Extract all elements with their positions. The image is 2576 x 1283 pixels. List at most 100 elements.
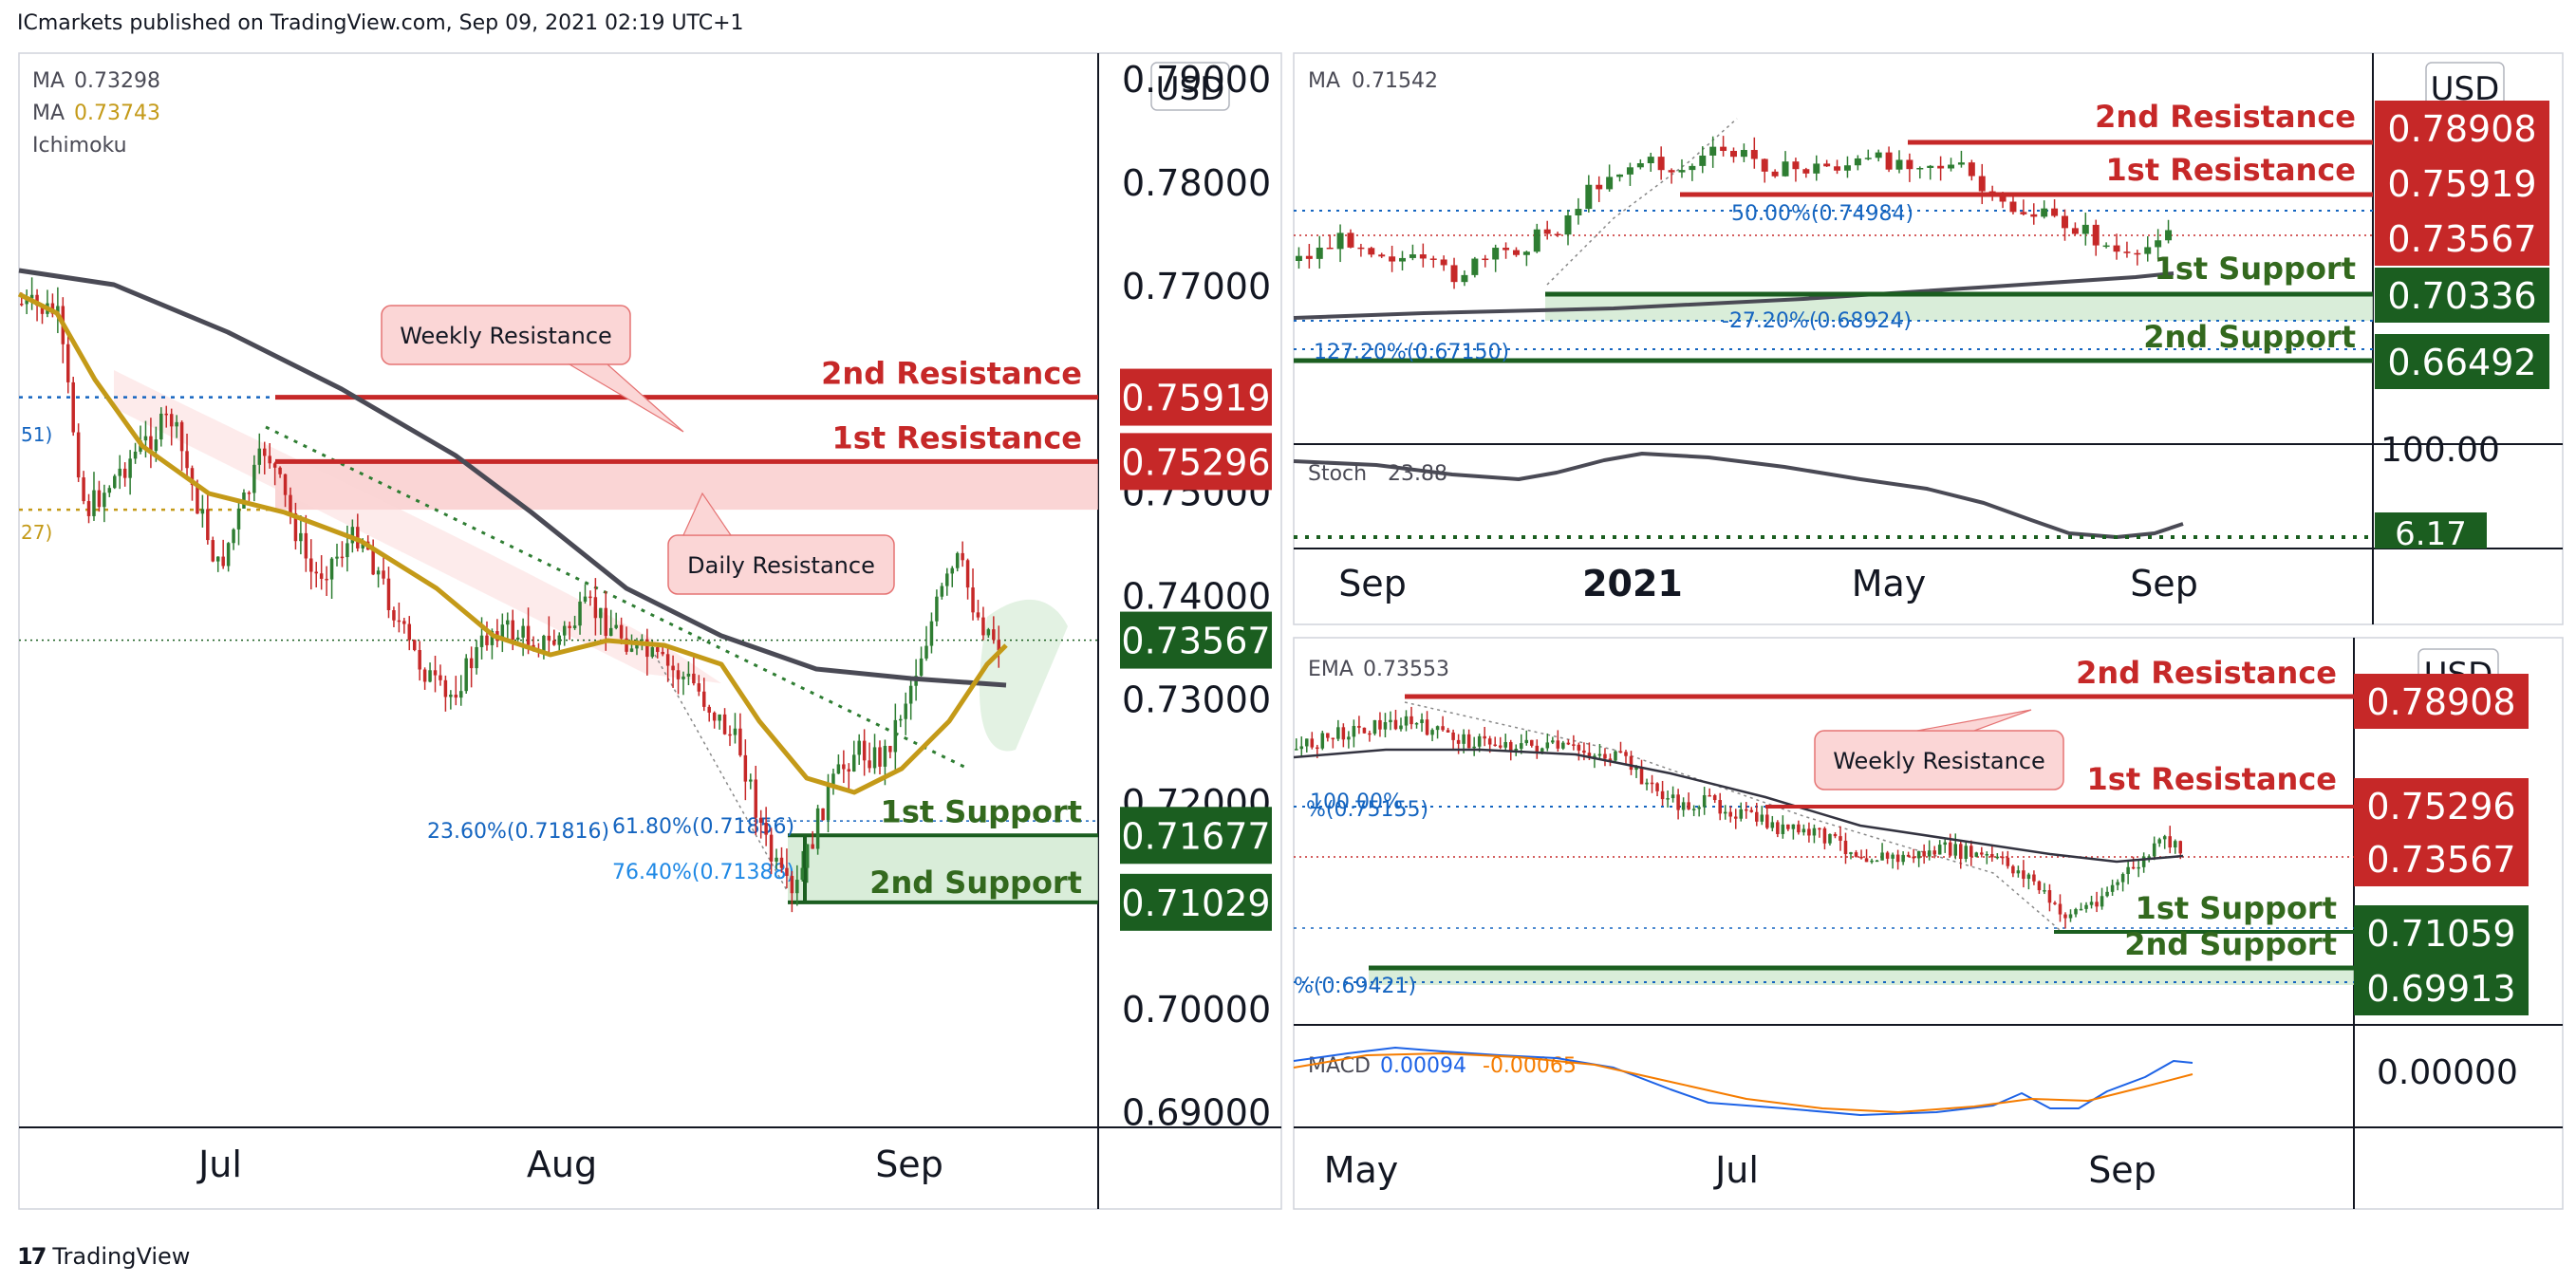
- topright-stoch-name: Stoch: [1308, 462, 1367, 486]
- bottomright-macd-line: [1293, 1047, 2193, 1116]
- bottomright-1st-resistance-label: 1st Resistance: [2087, 761, 2338, 797]
- bottomright-candle: [2026, 874, 2031, 880]
- topright-candle: [1336, 232, 1344, 250]
- left-candle: [971, 587, 975, 613]
- left-candle: [779, 857, 784, 868]
- left-candle: [795, 880, 799, 894]
- left-candle: [842, 764, 846, 770]
- bottomright-candle: [1676, 794, 1680, 810]
- bottomright-weekly-callout-text: Weekly Resistance: [1833, 748, 2045, 774]
- bottomright-candle: [1843, 840, 1848, 855]
- left-candle: [665, 654, 670, 666]
- bottomright-candle: [1446, 730, 1450, 733]
- left-daily-callout-pointer: [682, 492, 733, 536]
- topright-support-zone: [1545, 294, 2373, 321]
- bottomright-candle: [1697, 807, 1701, 809]
- left-y-tick: 0.78000: [1122, 162, 1271, 204]
- bottomright-candle: [1660, 790, 1665, 800]
- left-candle: [599, 607, 603, 619]
- left-candle: [340, 556, 345, 559]
- topright-candle: [1564, 214, 1572, 235]
- left-candle: [143, 436, 148, 441]
- bottomright-signal-line: [1293, 1052, 2193, 1113]
- bottomright-candle: [1519, 743, 1523, 749]
- left-candle: [961, 552, 964, 561]
- bottomright-candle: [1760, 814, 1764, 822]
- left-tag-2nd-support: 0.71029: [1121, 883, 1270, 924]
- left-candle: [718, 714, 721, 721]
- left-candle: [847, 769, 851, 772]
- topright-candle: [2165, 230, 2173, 241]
- bottomright-candle: [1980, 852, 1984, 855]
- left-candle: [268, 456, 271, 464]
- topright-candle: [1750, 150, 1758, 159]
- left-candle: [878, 747, 882, 767]
- left-tag-2nd-resistance: 0.75919: [1121, 378, 1270, 419]
- left-candle: [103, 493, 106, 508]
- left-1st-resistance-label: 1st Resistance: [832, 419, 1083, 456]
- topright-candle: [1471, 258, 1479, 275]
- topright-1st-resistance-label: 1st Resistance: [2106, 152, 2357, 188]
- left-candle: [511, 620, 514, 641]
- tradingview-footer[interactable]: 17 TradingView: [17, 1243, 190, 1270]
- topright-x-tick: Sep: [1338, 563, 1407, 604]
- bottomright-2nd-support-label: 2nd Support: [2124, 926, 2337, 962]
- topright-candle: [2134, 252, 2141, 255]
- left-fib-label-2: 61.80%(0.71856): [612, 815, 794, 839]
- bottomright-weekly-callout-pointer: [1916, 709, 2032, 732]
- bottomright-candle: [2037, 881, 2042, 891]
- left-candle: [712, 712, 717, 721]
- left-candle: [169, 414, 174, 427]
- bottomright-candle: [1336, 727, 1340, 739]
- bottomright-candle: [1812, 827, 1817, 836]
- bottomright-candle: [1294, 749, 1298, 751]
- left-ma2-name: MA: [32, 102, 65, 125]
- bottomright-macd-tick: 0.00000: [2377, 1053, 2518, 1092]
- left-ma1-value: 0.73298: [74, 69, 160, 93]
- left-candle: [707, 706, 711, 713]
- bottomright-candle: [2084, 904, 2088, 909]
- left-1st-support-label: 1st Support: [881, 793, 1082, 829]
- bottomright-candle: [1990, 854, 1994, 858]
- left-candle: [314, 571, 318, 574]
- topright-stoch-tick-100: 100.00: [2380, 431, 2500, 470]
- left-candle: [872, 747, 877, 769]
- bottomright-candle: [1540, 748, 1544, 752]
- left-candle: [428, 670, 432, 682]
- left-candle: [71, 381, 75, 433]
- left-support-zone: [788, 835, 1098, 902]
- topright-candle: [1389, 256, 1396, 262]
- bottomright-candle: [1316, 747, 1319, 750]
- bottomright-candle: [1462, 734, 1465, 744]
- bottomright-candle: [2105, 891, 2109, 897]
- left-candle: [619, 624, 624, 639]
- topright-candle: [2020, 212, 2027, 214]
- topright-candle: [1699, 155, 1707, 166]
- bottomright-candle: [1786, 824, 1790, 829]
- topright-panel-frame: [1293, 52, 2564, 625]
- bottomright-candle: [1352, 725, 1356, 737]
- left-candle: [226, 543, 231, 567]
- bottomright-candle: [1864, 858, 1869, 863]
- left-ma1-name: MA: [32, 69, 65, 93]
- left-candle: [893, 719, 898, 753]
- left-weekly-callout-box: [381, 305, 631, 365]
- bottomright-candle: [1712, 795, 1717, 801]
- bottomright-candle: [2152, 843, 2156, 857]
- bottomright-candle: [1430, 730, 1434, 735]
- bottomright-candle: [1995, 856, 2000, 859]
- bottomright-candle: [1389, 719, 1392, 723]
- topright-ma-line: [1293, 271, 2175, 320]
- left-candle: [97, 490, 102, 508]
- topright-candle: [2051, 208, 2059, 216]
- bottomright-candle: [1708, 794, 1711, 797]
- topright-candle: [1626, 167, 1633, 175]
- left-ma2-value: 0.73743: [74, 102, 160, 125]
- bottomright-candle: [1687, 802, 1690, 809]
- bottomright-candle: [2011, 865, 2015, 874]
- left-candle: [459, 691, 463, 698]
- bottomright-candle: [1870, 860, 1874, 863]
- topright-candle: [1782, 161, 1789, 177]
- left-candle: [335, 556, 339, 559]
- left-candle: [821, 808, 825, 821]
